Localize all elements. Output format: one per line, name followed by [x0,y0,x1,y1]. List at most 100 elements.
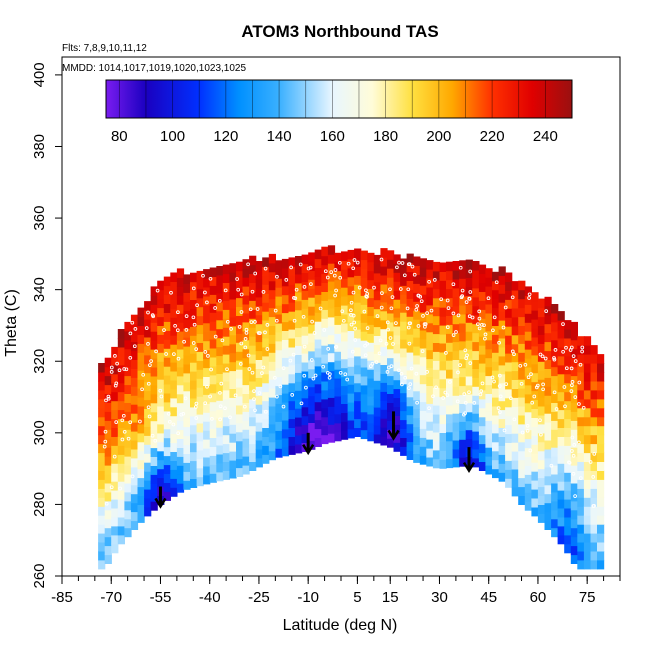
heat-cell [485,357,493,368]
heat-cell [117,427,125,437]
heat-cell [597,533,605,543]
track-point [414,371,419,376]
heat-cell [229,388,237,398]
heat-cell [590,398,598,409]
heat-cell [327,334,336,345]
track-point [219,381,224,386]
heat-cell [144,328,152,338]
heat-cell [406,450,414,460]
track-point [441,396,446,400]
heat-cell [557,463,565,473]
heat-cell [163,321,171,331]
y-tick-label: 380 [31,134,48,159]
heat-cell [564,409,572,420]
heat-cell [459,296,467,306]
heatmap-cells [98,245,605,570]
heat-cell [288,266,296,276]
track-point [406,325,411,330]
chart-title: ATOM3 Northbound TAS [241,22,438,41]
heat-cell [98,398,106,409]
heat-cell [354,338,362,348]
heat-cell [183,471,191,481]
heat-cell [419,437,427,447]
heat-cell [163,419,171,430]
heat-cell [341,358,349,369]
heat-cell [144,319,152,329]
heat-cell [170,424,178,435]
heat-cell [203,313,211,324]
heat-cell [249,380,257,391]
heat-cell [551,384,559,394]
heat-cell [334,396,342,406]
heat-cell [360,268,368,278]
track-point [492,379,496,384]
track-point [133,327,138,331]
track-point [311,376,316,381]
track-point [425,311,429,315]
heat-cell [229,379,237,389]
heat-cell [478,425,487,436]
track-point [166,411,171,416]
heat-cell [492,450,500,461]
heat-cell [439,405,447,416]
heat-cell [544,440,552,450]
heat-cell [183,372,191,383]
colorbar-tick-label: 160 [320,128,345,145]
heat-cell [170,478,178,488]
heat-cell [157,298,165,309]
heat-cell [222,291,230,301]
heat-cell [176,456,185,466]
heat-cell [203,304,211,315]
heat-cell [557,311,565,321]
heat-cell [301,388,309,399]
heat-cell [203,322,211,333]
heat-cell [472,448,480,459]
heat-cell [531,471,539,481]
heat-cell [163,339,171,349]
track-point [520,430,525,435]
heat-cell [321,372,329,382]
track-point [337,260,342,265]
heat-cell [354,275,362,285]
heat-cell [124,411,132,421]
heat-cell [531,408,539,418]
heat-cell [216,301,224,312]
x-tick-label: -85 [51,589,73,606]
heat-cell [452,341,460,352]
heat-cell [262,355,270,366]
track-point [218,404,223,409]
heat-cell [360,331,368,341]
heat-cell [597,488,605,498]
heat-cell [452,287,460,298]
heat-cell [117,525,125,536]
heat-cell [557,338,565,348]
heat-cell [196,387,204,397]
track-point [462,412,466,417]
heat-cell [130,413,139,423]
heat-cell [170,433,178,444]
heat-cell [275,394,283,404]
heat-cell [452,305,460,316]
heat-cell [98,372,106,382]
track-point [278,384,283,389]
heat-cell [551,465,559,475]
track-point [236,287,241,292]
heat-cell [196,431,204,442]
heat-cell [400,383,408,394]
track-point [306,266,311,271]
heat-cell [281,267,290,278]
heat-cell [124,402,132,412]
heat-cell [183,453,191,463]
heat-cell [281,303,290,314]
heat-cell [459,394,467,404]
heat-cell [334,324,342,334]
track-point [539,432,543,437]
x-tick-label: 5 [353,589,361,606]
heat-cell [262,266,270,276]
heat-cell [419,285,427,295]
track-point [292,296,296,300]
heat-cell [111,516,119,527]
heat-cell [531,417,539,427]
heat-cell [551,321,559,332]
track-point [419,299,424,304]
